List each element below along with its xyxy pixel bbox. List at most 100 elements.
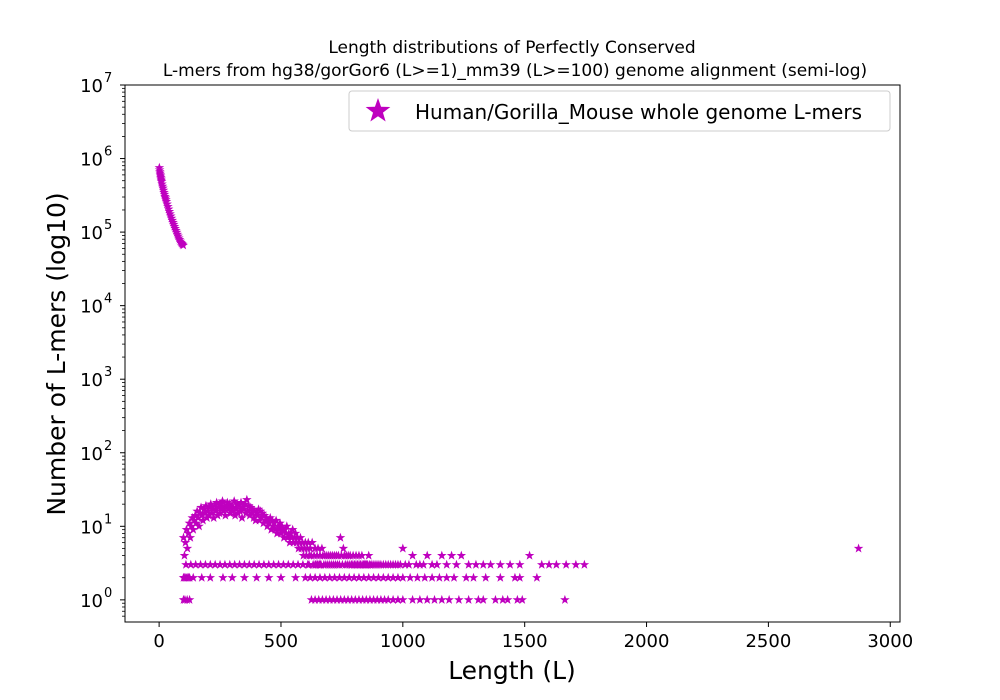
data-point	[261, 512, 272, 522]
data-point	[317, 543, 327, 553]
data-point	[193, 512, 203, 522]
data-point	[275, 518, 285, 528]
data-point	[349, 572, 359, 582]
data-point	[551, 559, 562, 569]
data-point	[407, 594, 418, 604]
data-point	[273, 559, 284, 569]
data-point	[434, 572, 445, 582]
data-point	[184, 572, 195, 582]
data-point	[324, 572, 335, 582]
data-point	[339, 572, 350, 582]
data-point	[190, 559, 201, 569]
data-point	[485, 559, 496, 569]
data-point	[253, 504, 264, 514]
data-point	[517, 594, 527, 604]
data-point	[287, 524, 298, 534]
data-point	[515, 559, 525, 569]
data-point	[223, 504, 234, 514]
data-point	[515, 572, 525, 582]
data-point	[239, 572, 250, 582]
y-tick-exponent: 4	[104, 292, 112, 307]
x-tick-label: 500	[264, 631, 298, 652]
data-point	[560, 594, 570, 604]
data-point	[218, 572, 228, 582]
data-point	[305, 572, 315, 582]
data-point	[270, 524, 280, 534]
y-tick-label: 10	[80, 370, 103, 391]
data-point	[252, 510, 263, 520]
data-point	[339, 594, 350, 604]
data-point	[441, 572, 452, 582]
data-point	[248, 512, 259, 522]
data-point	[228, 502, 238, 512]
data-point	[412, 572, 423, 582]
data-point	[197, 572, 207, 582]
data-point	[498, 594, 508, 604]
data-point	[239, 559, 250, 569]
data-point	[215, 559, 225, 569]
data-point	[224, 499, 235, 509]
data-point	[350, 594, 361, 604]
data-point	[190, 510, 200, 520]
data-point	[346, 594, 357, 604]
legend-box	[348, 90, 891, 132]
x-tick-label: 0	[153, 631, 164, 652]
data-point	[388, 594, 398, 604]
data-point	[282, 521, 292, 531]
data-point	[461, 572, 471, 582]
data-point	[495, 572, 506, 582]
data-point	[265, 512, 276, 522]
data-point	[244, 500, 254, 510]
data-point	[208, 512, 219, 522]
data-point	[264, 572, 274, 582]
data-point	[310, 572, 320, 582]
data-point	[315, 572, 325, 582]
x-axis-label: Length (L)	[448, 656, 576, 685]
legend-marker-star-icon	[365, 98, 391, 122]
data-point	[368, 594, 379, 604]
data-point	[185, 532, 196, 542]
data-point	[407, 550, 418, 560]
data-point	[524, 550, 535, 560]
data-point	[162, 199, 172, 209]
data-point	[230, 510, 240, 520]
data-point	[372, 594, 382, 604]
data-point	[283, 559, 294, 569]
data-point	[195, 559, 206, 569]
data-point	[267, 515, 277, 525]
data-point	[315, 559, 325, 569]
data-point	[320, 572, 330, 582]
data-point	[437, 594, 447, 604]
data-point	[188, 524, 198, 534]
data-point	[183, 528, 194, 538]
data-point	[276, 572, 286, 582]
y-tick-label: 10	[80, 150, 103, 171]
data-point	[359, 572, 369, 582]
data-point	[463, 559, 474, 569]
x-tick-label: 2500	[745, 631, 791, 652]
data-point	[310, 594, 320, 604]
data-point	[235, 506, 245, 516]
y-tick-label: 10	[80, 297, 103, 318]
data-point	[335, 594, 346, 604]
data-point	[279, 532, 289, 542]
data-point	[305, 543, 315, 553]
data-point	[405, 572, 415, 582]
data-point	[288, 559, 298, 569]
data-point	[218, 506, 229, 516]
y-tick-label: 10	[80, 517, 103, 538]
data-point	[379, 594, 390, 604]
data-point	[187, 512, 198, 522]
data-point	[217, 496, 228, 506]
y-axis-label: Number of L-mers (log10)	[42, 192, 71, 515]
data-point	[206, 499, 216, 509]
data-point	[237, 512, 247, 522]
x-axis-ticks: 0 500 1000 1500 2000 2500 3000	[153, 622, 913, 652]
data-point	[324, 594, 335, 604]
data-point	[383, 594, 393, 604]
data-point	[207, 508, 217, 518]
data-point	[184, 518, 195, 528]
y-tick-exponent: 3	[104, 365, 112, 380]
data-point	[257, 508, 268, 518]
